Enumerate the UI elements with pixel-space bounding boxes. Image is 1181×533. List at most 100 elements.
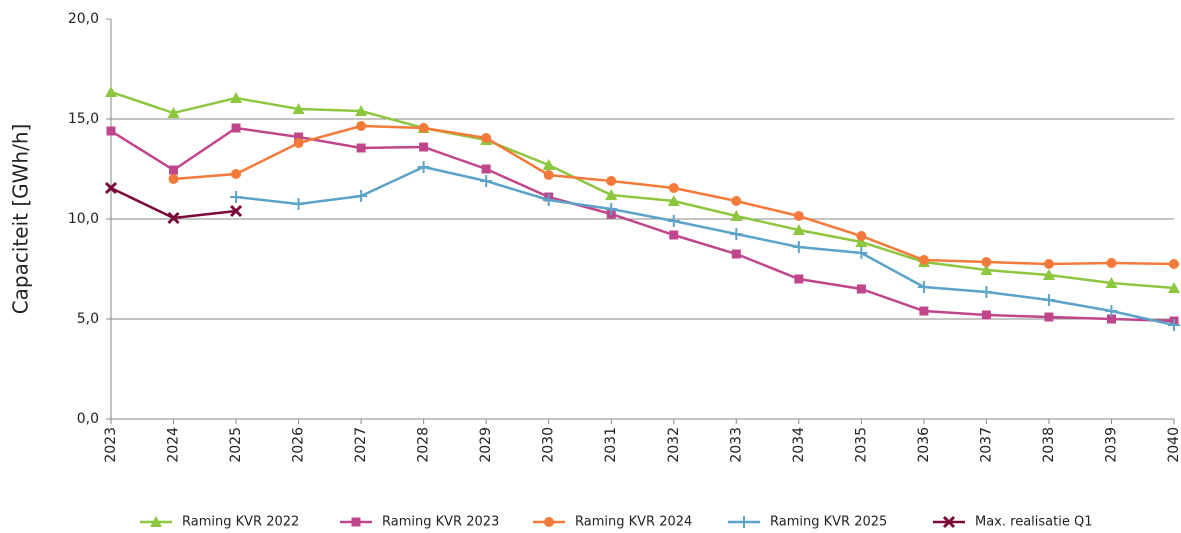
x-tick-label: 2038 — [1041, 427, 1057, 463]
marker — [481, 133, 492, 143]
marker — [856, 231, 867, 241]
legend-label: Raming KVR 2024 — [575, 515, 692, 530]
marker — [544, 517, 554, 527]
marker — [668, 183, 679, 193]
marker — [167, 107, 180, 118]
marker — [919, 306, 929, 316]
marker — [980, 264, 993, 275]
marker — [168, 174, 179, 184]
y-tick-label: 10,0 — [68, 211, 99, 227]
marker — [542, 194, 555, 206]
series-line — [110, 126, 1175, 323]
marker — [730, 228, 743, 240]
x-tick-label: 2028 — [416, 427, 432, 463]
marker — [355, 105, 368, 116]
marker — [669, 230, 679, 240]
marker — [231, 169, 242, 179]
marker — [1105, 277, 1118, 288]
marker — [419, 142, 429, 152]
x-tick-label: 2034 — [791, 427, 807, 463]
marker — [980, 286, 993, 298]
marker — [731, 196, 742, 206]
marker — [230, 92, 243, 103]
x-tick-label: 2031 — [603, 427, 619, 463]
marker — [292, 198, 305, 210]
marker — [606, 176, 617, 186]
marker — [543, 170, 554, 180]
marker — [981, 257, 992, 267]
series-line — [235, 165, 1175, 327]
marker — [356, 143, 366, 153]
marker — [229, 204, 243, 218]
marker — [981, 310, 991, 320]
x-tick-label: 2026 — [291, 427, 307, 463]
legend-label: Raming KVR 2022 — [182, 515, 299, 530]
marker — [942, 515, 956, 529]
x-tick-label: 2030 — [541, 427, 557, 463]
marker — [792, 241, 805, 253]
marker — [230, 191, 243, 203]
marker — [167, 211, 180, 225]
marker — [917, 281, 930, 293]
marker — [667, 195, 680, 206]
marker — [351, 517, 361, 527]
legend-label: Raming KVR 2023 — [382, 515, 499, 530]
marker — [356, 121, 367, 131]
marker — [1042, 294, 1055, 306]
marker — [355, 190, 368, 202]
marker — [1168, 319, 1180, 331]
marker — [1044, 312, 1054, 322]
marker — [793, 211, 804, 221]
marker — [417, 161, 430, 173]
x-tick-label: 2040 — [1166, 427, 1181, 463]
x-tick-label: 2033 — [728, 427, 744, 463]
marker — [1105, 305, 1118, 317]
legend-item: Raming KVR 2023 — [340, 515, 499, 530]
marker — [667, 215, 680, 227]
legend-item: Raming KVR 2022 — [140, 515, 299, 530]
marker — [605, 203, 618, 215]
marker — [738, 516, 750, 528]
y-tick-label: 5,0 — [77, 311, 99, 327]
marker — [169, 165, 179, 175]
y-tick-label: 0,0 — [77, 411, 99, 427]
marker — [292, 103, 305, 114]
y-tick-label: 20,0 — [68, 11, 99, 27]
marker — [294, 132, 304, 142]
marker — [605, 189, 618, 200]
x-tick-label: 2025 — [228, 427, 244, 463]
marker — [293, 138, 304, 148]
x-tick-label: 2027 — [353, 427, 369, 463]
marker — [855, 247, 868, 259]
marker — [150, 516, 162, 527]
marker — [1106, 258, 1117, 268]
y-axis-label: Capaciteit [GWh/h] — [9, 124, 33, 315]
series-line — [110, 186, 237, 220]
legend-item: Raming KVR 2025 — [728, 515, 887, 530]
marker — [1106, 314, 1116, 324]
marker — [918, 255, 929, 265]
x-tick-label: 2024 — [166, 427, 182, 463]
x-tick-label: 2036 — [916, 427, 932, 463]
legend-label: Max. realisatie Q1 — [975, 515, 1092, 530]
marker — [856, 284, 866, 294]
x-tick-label: 2035 — [853, 427, 869, 463]
marker — [418, 123, 429, 133]
marker — [231, 123, 241, 133]
legend-label: Raming KVR 2025 — [770, 515, 887, 530]
marker — [731, 249, 741, 259]
marker — [855, 236, 868, 247]
x-tick-label: 2023 — [103, 427, 119, 463]
y-tick-label: 15,0 — [68, 111, 99, 127]
x-tick-label: 2039 — [1103, 427, 1119, 463]
legend-item: Raming KVR 2024 — [533, 515, 692, 530]
marker — [1042, 269, 1055, 280]
marker — [1043, 259, 1054, 269]
x-tick-label: 2032 — [666, 427, 682, 463]
marker — [104, 181, 118, 195]
marker — [1169, 259, 1179, 269]
series-line — [110, 90, 1175, 290]
legend-item: Max. realisatie Q1 — [933, 515, 1092, 530]
marker — [730, 210, 743, 221]
marker — [1168, 282, 1180, 293]
